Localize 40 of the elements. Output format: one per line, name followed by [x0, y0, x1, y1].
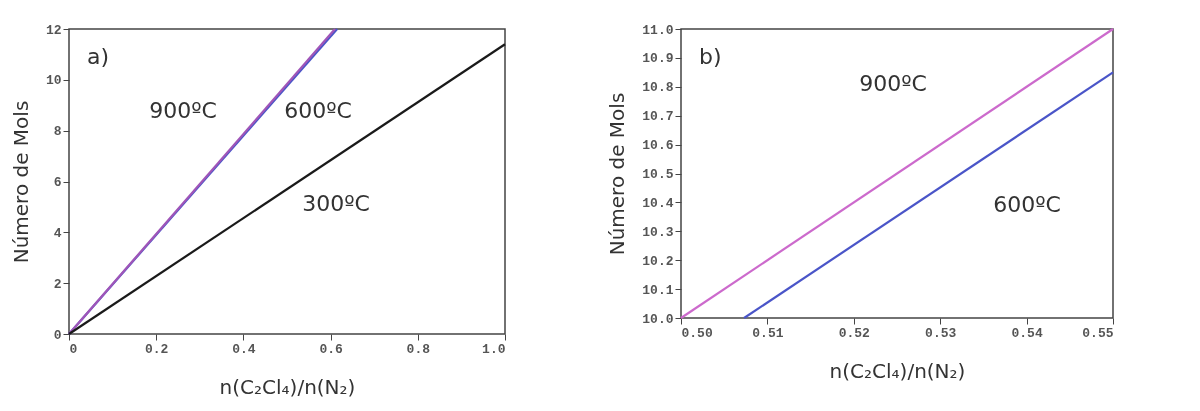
y-tick-label: 2 — [53, 276, 62, 292]
x-axis-title: n(C₂Cl₄)/n(N₂) — [829, 358, 966, 383]
annotation: a) — [87, 44, 110, 69]
x-tick-label: 0.52 — [838, 325, 871, 341]
y-tick-label: 10.1 — [642, 282, 674, 298]
y-tick-label: 10.4 — [642, 195, 674, 211]
y-tick-label: 10.3 — [642, 224, 674, 240]
x-tick-label: 0 — [69, 341, 78, 357]
x-tick-label: 0.51 — [752, 325, 784, 341]
y-tick-label: 11.0 — [642, 22, 674, 38]
y-tick-label: 10 — [45, 73, 62, 89]
y-tick-label: 10.8 — [642, 80, 674, 96]
x-axis-title: n(C₂Cl₄)/n(N₂) — [219, 374, 356, 399]
x-tick-label: 1.0 — [482, 341, 506, 357]
x-tick-label: 0.50 — [681, 325, 713, 341]
y-axis-title: Número de Mols — [605, 92, 630, 256]
y-tick-label: 6 — [53, 175, 62, 190]
x-tick-label: 0.53 — [925, 325, 957, 341]
y-tick-label: 10.6 — [642, 138, 674, 154]
series-label: 600ºC — [284, 98, 352, 123]
x-tick-label: 0.4 — [232, 341, 256, 357]
series-label: 600ºC — [993, 192, 1061, 217]
annotation: b) — [699, 44, 722, 69]
x-tick-label: 0.2 — [145, 341, 169, 357]
series-label: 900ºC — [149, 98, 217, 123]
y-tick-label: 10.2 — [642, 253, 674, 269]
y-tick-label: 4 — [53, 225, 62, 241]
x-tick-label: 0.8 — [406, 341, 431, 357]
y-tick-label: 10.7 — [642, 109, 674, 125]
y-axis-title: Número de Mols — [8, 100, 33, 264]
y-tick-label: 8 — [53, 124, 62, 140]
x-tick-label: 0.55 — [1082, 325, 1114, 341]
y-tick-label: 10.5 — [642, 167, 674, 182]
x-tick-label: 0.6 — [319, 341, 343, 357]
y-tick-label: 12 — [45, 22, 62, 38]
x-tick-label: 0.54 — [1011, 325, 1043, 341]
series-label: 300ºC — [302, 191, 370, 216]
y-tick-label: 10.9 — [642, 51, 674, 67]
y-tick-label: 10.0 — [642, 311, 674, 327]
text: 900ºC — [859, 71, 927, 96]
